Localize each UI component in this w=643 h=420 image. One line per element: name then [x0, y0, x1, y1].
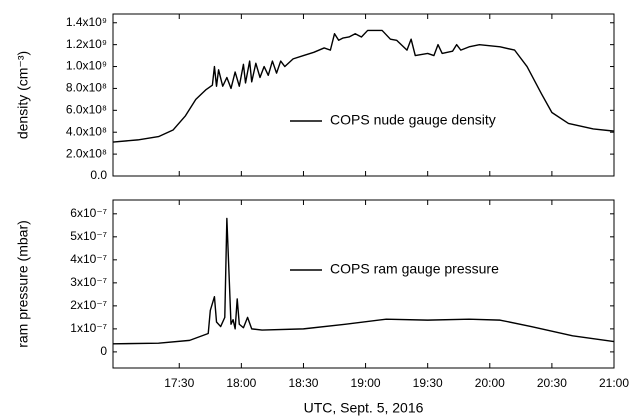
y-tick-label: 2.0x10⁸ [66, 146, 107, 160]
legend-label: COPS ram gauge pressure [330, 261, 499, 277]
y-tick-label: 1.4x10⁹ [66, 15, 107, 29]
x-tick-label: 19:30 [413, 376, 443, 390]
y-tick-label: 8.0x10⁸ [66, 81, 107, 95]
y-tick-label: 5x10⁻⁷ [70, 229, 107, 243]
y-axis-label: ram pressure (mbar) [15, 220, 31, 348]
x-tick-label: 18:30 [288, 376, 318, 390]
data-line [112, 29, 615, 143]
y-tick-label: 4x10⁻⁷ [70, 252, 107, 266]
x-tick-label: 20:00 [475, 376, 505, 390]
x-axis-label: UTC, Sept. 5, 2016 [304, 400, 424, 416]
y-tick-label: 0.0 [90, 168, 107, 182]
data-line [112, 217, 615, 345]
y-tick-label: 1x10⁻⁷ [70, 321, 107, 335]
x-tick-label: 19:00 [351, 376, 381, 390]
y-axis-label: density (cm⁻³) [15, 51, 31, 139]
plot-frame [112, 13, 615, 177]
y-tick-label: 1.2x10⁹ [66, 37, 107, 51]
y-tick-label: 4.0x10⁸ [66, 124, 107, 138]
y-tick-label: 1.0x10⁹ [66, 59, 107, 73]
y-tick-label: 2x10⁻⁷ [70, 298, 107, 312]
y-tick-label: 3x10⁻⁷ [70, 275, 107, 289]
x-tick-label: 20:30 [537, 376, 567, 390]
y-tick-label: 0 [100, 344, 107, 358]
x-tick-label: 17:30 [164, 376, 194, 390]
legend-label: COPS nude gauge density [330, 112, 496, 128]
y-tick-label: 6.0x10⁸ [66, 102, 107, 116]
plot-frame [112, 199, 615, 369]
x-tick-label: 18:00 [226, 376, 256, 390]
y-tick-label: 6x10⁻⁷ [70, 206, 107, 220]
x-tick-label: 21:00 [599, 376, 629, 390]
